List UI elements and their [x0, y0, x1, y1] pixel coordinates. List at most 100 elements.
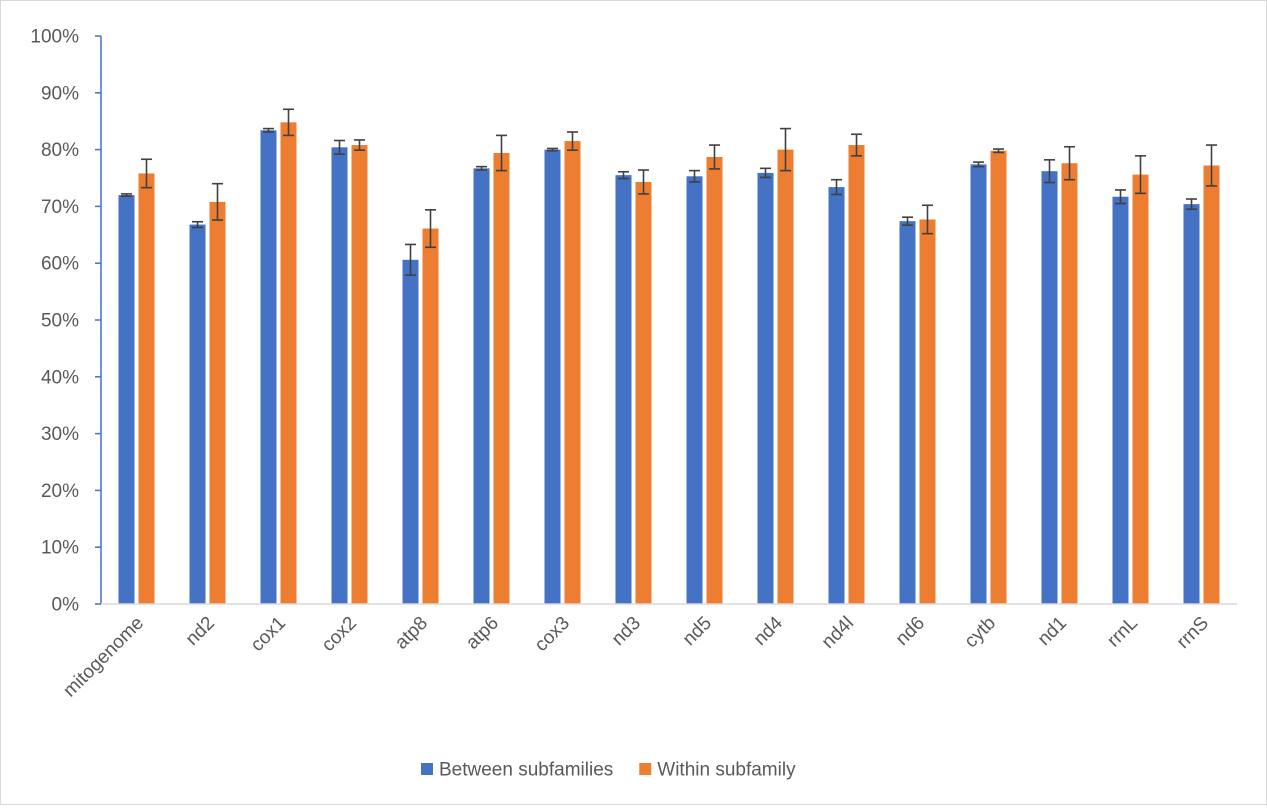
- bar-within-cox2: [351, 145, 368, 604]
- error-bar: [212, 182, 223, 221]
- error-bar: [973, 161, 984, 168]
- bar-within-nd3: [635, 181, 652, 604]
- bar-within-mitogenome: [138, 173, 155, 604]
- bar-within-cytb: [990, 150, 1007, 604]
- error-bar: [1115, 189, 1126, 205]
- legend-swatch: [421, 763, 433, 775]
- bar-between-nd4l: [828, 187, 845, 604]
- error-bar: [192, 220, 203, 229]
- error-bar: [141, 158, 152, 189]
- bar-between-nd3: [615, 175, 632, 604]
- error-bar: [476, 165, 487, 171]
- y-tick-label: 60%: [41, 254, 79, 275]
- x-tick-label: cytb: [961, 613, 1000, 652]
- x-tick-label: cox3: [531, 613, 574, 656]
- y-tick-label: 40%: [41, 367, 79, 388]
- bar-within-cox1: [280, 122, 297, 604]
- error-bar: [1064, 145, 1075, 181]
- error-bar: [121, 193, 132, 197]
- error-bar: [1044, 159, 1055, 184]
- bar-between-cox3: [544, 149, 561, 604]
- y-tick-label: 50%: [41, 311, 79, 332]
- bar-within-nd6: [919, 219, 936, 605]
- error-bar: [547, 147, 558, 152]
- bar-between-nd2: [189, 224, 206, 605]
- error-bar: [405, 243, 416, 276]
- legend-label: Within subfamily: [657, 760, 796, 781]
- x-tick-label: nd6: [892, 613, 929, 650]
- bar-within-cox3: [564, 141, 581, 604]
- bar-within-nd4l: [848, 145, 865, 604]
- error-bar: [831, 178, 842, 196]
- bar-between-atp6: [473, 168, 490, 604]
- error-bar: [1135, 155, 1146, 195]
- x-tick-label: atp8: [391, 613, 432, 654]
- bar-between-nd1: [1041, 171, 1058, 604]
- bar-within-nd1: [1061, 163, 1078, 604]
- error-bar: [567, 131, 578, 151]
- error-bar: [283, 108, 294, 137]
- bar-between-cox2: [331, 147, 348, 604]
- legend-item-within: Within subfamily: [639, 760, 796, 781]
- error-bar: [1186, 198, 1197, 211]
- legend-item-between: Between subfamilies: [421, 760, 613, 781]
- y-axis: 0% 10% 20% 30% 40% 50% 60% 70% 80% 90% 100%: [30, 27, 102, 616]
- y-tick-label: 90%: [41, 83, 79, 104]
- error-bar: [354, 139, 365, 151]
- legend-swatch: [639, 763, 652, 775]
- error-bar: [780, 127, 791, 172]
- x-tick-label: nd4l: [818, 613, 858, 653]
- y-tick-label: 100%: [30, 27, 79, 48]
- y-tick-label: 0%: [52, 595, 80, 616]
- error-bar: [334, 139, 345, 155]
- x-tick-label: rrnL: [1103, 613, 1142, 652]
- x-tick-label: nd2: [182, 613, 219, 650]
- x-tick-label: mitogenome: [59, 613, 148, 702]
- bar-between-cytb: [970, 164, 987, 605]
- bar-within-rrnS: [1203, 165, 1220, 604]
- bar-between-rrnS: [1183, 204, 1200, 605]
- bar-between-rrnL: [1112, 196, 1129, 604]
- bar-between-nd5: [686, 176, 703, 604]
- bar-between-mitogenome: [118, 195, 135, 605]
- legend: Between subfamilies Within subfamily: [421, 760, 796, 781]
- y-tick-label: 70%: [41, 197, 79, 218]
- legend-label: Between subfamilies: [439, 760, 613, 781]
- y-tick-label: 20%: [41, 481, 79, 502]
- x-tick-label: nd5: [679, 613, 716, 650]
- error-bar: [922, 204, 933, 235]
- x-tick-label: nd4: [750, 612, 788, 650]
- error-bar: [709, 144, 720, 170]
- y-tick-label: 30%: [41, 424, 79, 445]
- x-tick-label: nd3: [608, 613, 645, 650]
- error-bar: [902, 216, 913, 226]
- bar-between-nd4: [757, 172, 774, 604]
- y-tick-label: 10%: [41, 538, 79, 559]
- bar-within-rrnL: [1132, 174, 1149, 605]
- error-bar: [760, 167, 771, 179]
- y-tick-label: 80%: [41, 140, 79, 161]
- error-bar: [263, 127, 274, 133]
- error-bar: [1206, 144, 1217, 187]
- error-bar: [618, 170, 629, 180]
- x-tick-label: atp6: [462, 613, 503, 654]
- error-bar: [689, 169, 700, 183]
- bars: [118, 108, 1220, 605]
- error-bar: [425, 209, 436, 249]
- x-tick-label: cox2: [318, 613, 361, 656]
- x-tick-label: rrnS: [1173, 613, 1213, 653]
- error-bar: [993, 148, 1004, 154]
- x-tick-label: nd1: [1034, 613, 1071, 650]
- bar-between-cox1: [260, 130, 277, 604]
- error-bar: [496, 134, 507, 172]
- bar-within-atp8: [422, 228, 439, 604]
- x-axis: mitogenome nd2 cox1 cox2 atp8 atp6 cox3 nd3 nd5 n…: [59, 603, 1237, 702]
- bar-within-nd2: [209, 201, 226, 604]
- bar-between-nd6: [899, 221, 916, 604]
- x-tick-label: cox1: [247, 613, 290, 656]
- error-bar: [851, 133, 862, 157]
- bar-within-atp6: [493, 153, 510, 604]
- bar-within-nd5: [706, 156, 723, 604]
